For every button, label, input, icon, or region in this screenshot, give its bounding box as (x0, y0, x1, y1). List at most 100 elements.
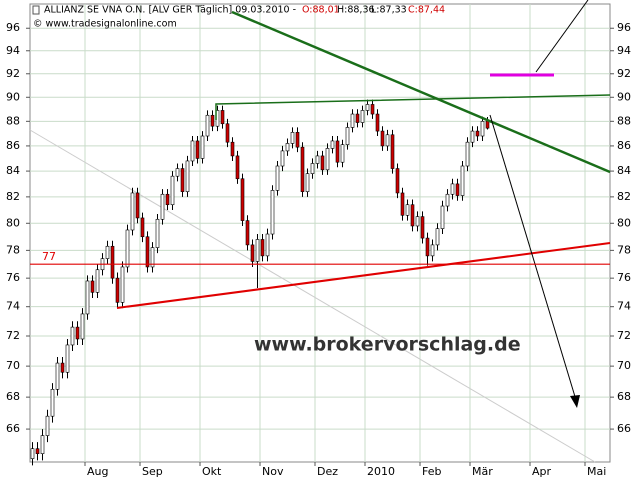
candle-body (295, 132, 300, 148)
candle-body (400, 192, 405, 216)
candle-body (190, 140, 195, 162)
candle-body (60, 362, 65, 373)
y-tick-label: 92 (6, 67, 20, 80)
candle-body (205, 114, 210, 137)
y-tick-label: 90 (6, 90, 20, 103)
y-tick-label: 66 (6, 422, 20, 435)
y-tick-label: 78 (6, 243, 20, 256)
candle-body (485, 120, 490, 129)
candle-body (465, 141, 470, 167)
candle-body (435, 228, 440, 246)
candle-body (40, 435, 45, 454)
candle-body (235, 155, 240, 180)
candle-body (35, 448, 40, 454)
candle-body (470, 130, 475, 143)
ohlc-label: O:88,01 (302, 5, 340, 16)
candle-body (50, 389, 55, 417)
candle-body (325, 148, 330, 171)
candle-body (255, 239, 260, 262)
y-tick-label: 90 (617, 90, 631, 103)
candle-body (70, 326, 75, 346)
candle-body (475, 130, 480, 137)
candle-body (110, 245, 115, 279)
y-tick-label: 88 (6, 114, 20, 127)
x-tick-label: Mai (587, 465, 606, 478)
y-tick-label: 74 (6, 300, 20, 313)
candle-body (165, 193, 170, 206)
plot-frame (29, 3, 611, 463)
candle-body (395, 168, 400, 194)
candle-body (420, 216, 425, 239)
y-tick-label: 88 (617, 114, 631, 127)
candle-body (75, 326, 80, 340)
y-tick-label: 96 (6, 21, 20, 34)
pointer-line (535, 0, 589, 73)
horizontal-line-label: 77 (42, 250, 56, 263)
y-tick-label: 84 (617, 164, 631, 177)
y-tick-label: 92 (617, 67, 631, 80)
ohlc-label: L:87,33 (371, 5, 407, 16)
candle-body (95, 269, 100, 293)
candle-body (230, 141, 235, 157)
candle-body (455, 183, 460, 196)
candles (30, 99, 490, 466)
candle-body (150, 247, 155, 268)
downtrend-line (231, 10, 611, 174)
y-tick-label: 70 (617, 359, 631, 372)
candle-body (195, 140, 200, 159)
x-tick-label: Dez (317, 465, 338, 478)
ohlc-label: C:87,44 (408, 5, 445, 16)
y-tick-label: 82 (6, 190, 20, 203)
candle-body (140, 217, 145, 238)
resistance-line (215, 94, 611, 120)
arrow-line (489, 114, 577, 401)
candle-body (390, 134, 395, 169)
support-line (116, 242, 611, 309)
candle-body (480, 121, 485, 137)
candle-body (90, 280, 95, 293)
y-tick-label: 86 (6, 139, 20, 152)
y-tick-label: 82 (617, 190, 631, 203)
candle-body (360, 110, 365, 123)
candle-body (175, 168, 180, 177)
candle-body (265, 233, 270, 257)
candle-body (290, 132, 295, 144)
candle-body (270, 190, 275, 235)
candle-body (130, 192, 135, 231)
candle-body (220, 110, 225, 125)
x-tick-label: Sep (142, 465, 163, 478)
candle-body (340, 144, 345, 163)
candle-body (275, 165, 280, 191)
candle-body (350, 113, 355, 128)
y-tick-label: 96 (617, 21, 631, 34)
candle-body (125, 229, 130, 268)
candle-body (430, 244, 435, 257)
candle-body (120, 266, 125, 303)
candle-body (345, 127, 350, 145)
x-tick-label: Feb (422, 465, 441, 478)
candle-body (225, 123, 230, 143)
y-tick-label: 66 (617, 422, 631, 435)
x-tick-label: Mär (472, 465, 493, 478)
candle-body (105, 245, 110, 259)
y-tick-label: 72 (617, 329, 631, 342)
candle-body (315, 155, 320, 164)
candle-body (155, 218, 160, 248)
y-tick-label: 72 (6, 329, 20, 342)
candle-body (450, 183, 455, 195)
candle-body (285, 143, 290, 152)
candle-body (180, 168, 185, 192)
candle-body (280, 150, 285, 167)
y-tick-label: 74 (617, 300, 631, 313)
x-tick-label: Okt (202, 465, 222, 478)
candle-body (445, 193, 450, 207)
x-tick-label: 2010 (367, 465, 395, 478)
candle-body (115, 277, 120, 303)
y-tick-label: 76 (617, 271, 631, 284)
candle-body (210, 114, 215, 127)
candle-body (370, 104, 375, 115)
candle-body (460, 165, 465, 196)
candle-body (170, 175, 175, 206)
candle-body (245, 220, 250, 246)
candle-body (185, 160, 190, 192)
